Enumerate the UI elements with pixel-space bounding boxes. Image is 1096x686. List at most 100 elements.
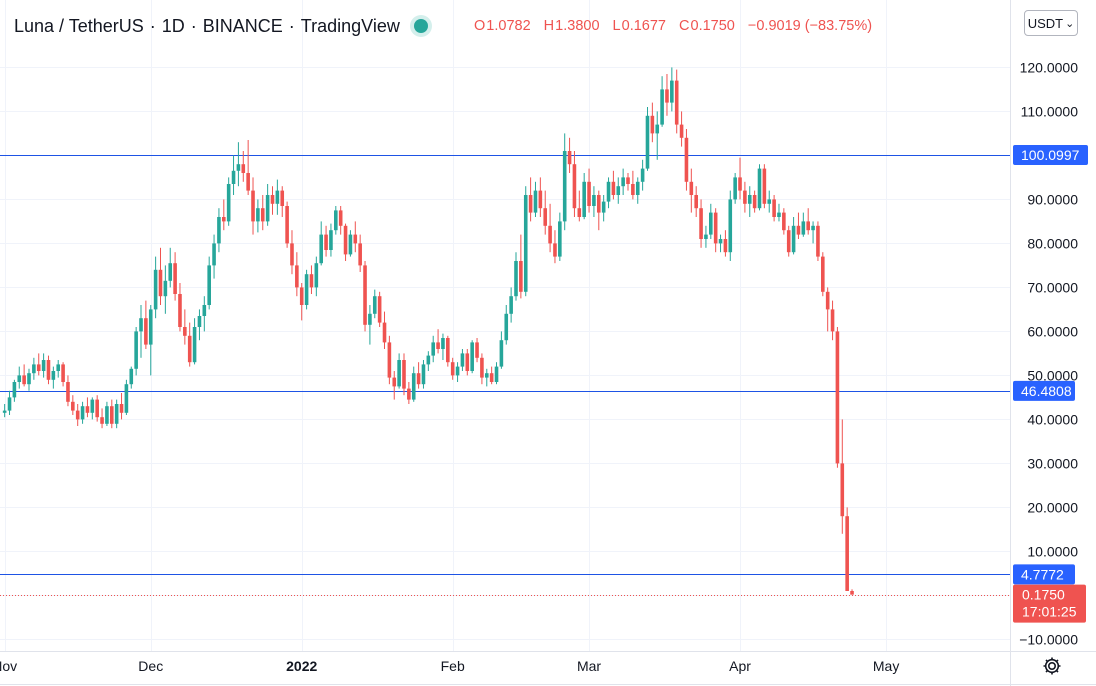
candle-body [192,327,197,363]
candle-body [704,234,708,239]
candle [80,401,85,424]
candle-body [212,243,216,266]
candle-body [319,234,323,264]
candle [168,247,173,288]
candle-body [553,243,557,257]
candle [139,305,143,358]
candle [757,164,762,211]
candle [382,311,387,349]
candle-body [718,239,723,244]
candle-body [577,208,582,217]
candle [465,349,470,376]
candle [270,186,275,215]
horizontal-lines[interactable] [0,155,1010,596]
x-axis[interactable]: Nov Dec 2022 Feb Mar Apr May [0,658,899,674]
candle-body [494,366,499,382]
x-tick-label: Dec [138,658,163,674]
candle-body [231,170,236,184]
candle-body [455,366,460,376]
y-tick-label: 50.0000 [1027,367,1078,383]
price-label-box [1013,564,1075,585]
candle [665,74,669,116]
candle-body [109,406,114,424]
candle-body [71,401,75,411]
candle [567,137,572,173]
candle-body [363,265,367,325]
x-tick-label: Apr [729,658,751,674]
candle-body [538,190,543,209]
exchange-label: BINANCE [202,15,283,36]
candle [41,353,46,378]
candle-body [592,195,596,206]
currency-button[interactable]: USDT ⌄ [1024,10,1078,36]
candle [572,151,577,217]
candle-body [548,225,552,244]
candle-body [465,353,470,371]
candle-body [32,364,36,374]
candle-body [460,353,465,367]
candle-body [168,263,173,281]
x-tick-label: Feb [441,658,465,674]
candle-body [626,177,630,184]
candle [431,335,436,363]
candle [596,190,601,231]
candle-body [251,190,255,222]
y-tick-label: 10.0000 [1027,543,1078,559]
candle [319,221,323,266]
price-label-text: 46.4808 [1021,383,1072,399]
price-label-box [1013,144,1088,165]
candle-body [679,124,684,138]
candle-body [631,184,635,195]
candle [470,340,474,374]
candle-body [796,225,801,235]
candle-body [825,291,830,310]
x-tick-label: May [873,658,899,674]
candle-body [670,80,674,103]
close-value: 0.1750 [690,18,735,34]
x-tick-label: 2022 [286,658,317,674]
candle [114,399,119,429]
separator: · [190,15,197,36]
candle [75,404,80,426]
candle [519,234,523,299]
chevron-down-icon: ⌄ [1065,17,1075,30]
candle [7,390,12,415]
symbol-name[interactable]: Luna / TetherUS [14,15,144,36]
candle [324,225,328,257]
candle [777,203,781,222]
market-status-icon[interactable] [413,19,428,33]
candle-body [616,186,621,195]
candle [772,195,776,222]
candle-body [299,287,304,305]
candle [489,366,494,385]
candle-body [148,309,153,345]
y-axis[interactable]: −10.0000 10.0000 20.0000 30.0000 40.0000 50.0… [1019,59,1078,647]
candle [621,168,625,195]
candle-body [806,221,810,231]
candle-body [348,234,353,255]
candle [494,362,499,385]
candle [124,379,129,415]
candle-body [562,151,567,222]
candle-body [265,195,270,222]
candle-body [747,195,752,204]
gear-icon[interactable] [1040,654,1064,678]
candle-body [2,410,7,413]
candle [32,357,36,380]
candle [713,208,718,253]
candle [119,393,124,420]
candle-body [304,274,309,305]
candle-body [197,316,202,327]
candle-body [158,269,163,297]
candle-body [90,399,95,413]
candle [51,366,56,389]
candle [368,305,372,345]
candle-body [387,342,392,378]
candle [295,252,299,297]
interval-label[interactable]: 1D [161,15,185,36]
candle-body [611,181,616,195]
candle [299,283,304,321]
candle-body [709,212,713,235]
